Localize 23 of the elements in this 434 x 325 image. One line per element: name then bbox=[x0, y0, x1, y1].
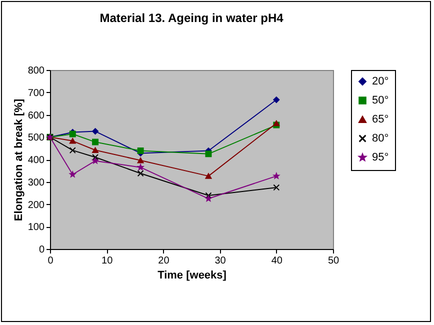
x-tick-label: 10 bbox=[102, 256, 114, 266]
legend-label: 95° bbox=[372, 152, 389, 164]
x-tick-label: 50 bbox=[328, 256, 340, 266]
legend-label: 20° bbox=[372, 76, 389, 88]
legend-label: 50° bbox=[372, 94, 389, 106]
y-tick-label: 400 bbox=[28, 155, 45, 166]
x-tick-label: 0 bbox=[48, 256, 54, 266]
y-tick-label: 800 bbox=[28, 66, 45, 76]
legend-label: 80° bbox=[372, 132, 389, 144]
x-tick-label: 40 bbox=[271, 256, 283, 266]
x-axis-title: Time [weeks] bbox=[158, 270, 227, 282]
y-tick-label: 100 bbox=[28, 222, 45, 234]
x-tick-label: 30 bbox=[214, 256, 226, 266]
x-tick-label: 20 bbox=[158, 256, 170, 266]
y-tick-label: 300 bbox=[28, 177, 45, 188]
y-tick-label: 600 bbox=[28, 110, 45, 122]
legend-label: 65° bbox=[372, 114, 389, 126]
y-axis-title: Elongation at break [%] bbox=[12, 98, 25, 222]
y-tick-label: 500 bbox=[28, 132, 45, 144]
y-tick-label: 700 bbox=[28, 88, 45, 99]
y-tick-label: 200 bbox=[28, 200, 45, 211]
chart-title: Material 13. Ageing in water pH4 bbox=[100, 11, 284, 25]
y-tick-label: 0 bbox=[38, 244, 45, 256]
